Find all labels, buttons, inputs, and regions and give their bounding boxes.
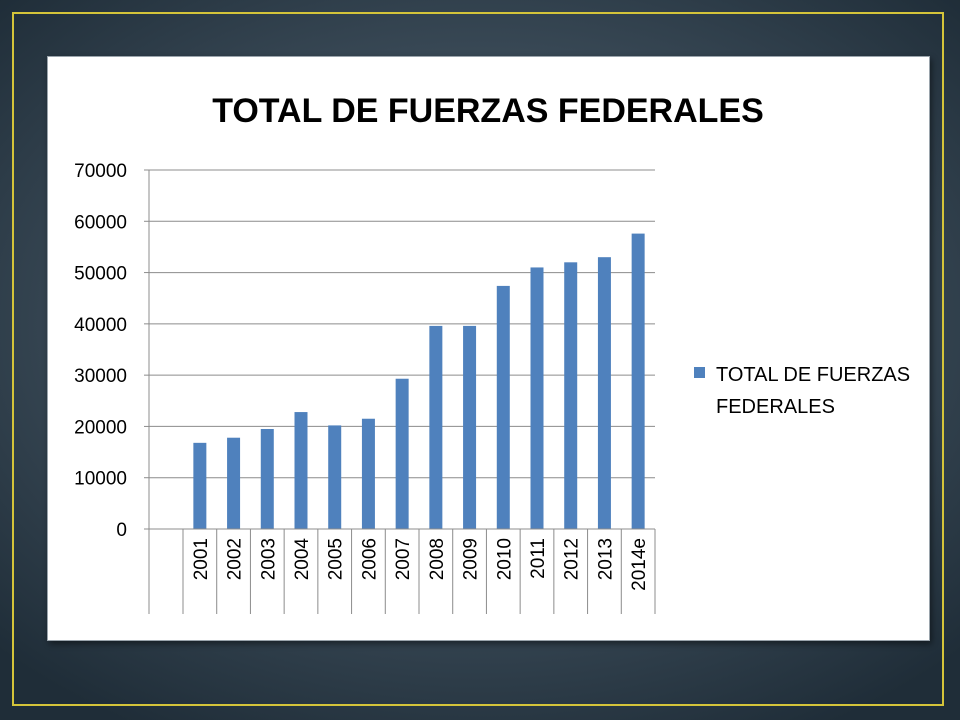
slide-border (12, 12, 944, 706)
x-tick-label: 2010 (494, 538, 515, 580)
bar-2011 (530, 267, 544, 529)
y-tick-label: 0 (116, 520, 127, 541)
bar-2003 (260, 428, 274, 529)
bar-2009 (463, 325, 477, 529)
bar-2002 (227, 437, 241, 529)
y-tick-label: 40000 (74, 315, 127, 336)
x-tick-label: 2005 (326, 538, 347, 580)
bar-2006 (361, 418, 375, 529)
bar-2005 (328, 425, 342, 529)
bar-2001 (193, 442, 207, 529)
y-tick-label: 50000 (74, 264, 127, 285)
bar-2004 (294, 412, 308, 529)
x-tick-label: 2013 (595, 538, 616, 580)
legend-label: TOTAL DE FUERZAS FEDERALES (716, 364, 910, 418)
x-tick-label: 2009 (461, 538, 482, 580)
x-tick-label: 2001 (191, 538, 212, 580)
x-tick-label: 2014e (629, 538, 650, 591)
bar-2007 (395, 378, 409, 529)
x-tick-label: 2008 (427, 538, 448, 580)
x-tick-label: 2004 (292, 538, 313, 581)
chart-title: TOTAL DE FUERZAS FEDERALES (212, 92, 764, 130)
x-tick-label: 2002 (225, 538, 246, 580)
y-tick-label: 30000 (74, 366, 127, 387)
bar-2010 (496, 285, 510, 529)
bar-2014e (631, 233, 645, 529)
y-tick-label: 10000 (74, 469, 127, 490)
y-tick-label: 60000 (74, 212, 127, 233)
legend: TOTAL DE FUERZAS FEDERALES (694, 364, 910, 418)
chart-card (47, 56, 930, 641)
bar-2013 (597, 257, 611, 529)
x-tick-label: 2011 (528, 538, 549, 579)
y-tick-label: 20000 (74, 417, 127, 438)
x-tick-label: 2007 (393, 538, 414, 580)
y-tick-label: 70000 (74, 161, 127, 182)
x-tick-label: 2003 (258, 538, 279, 580)
bar-2008 (429, 325, 443, 529)
bar-2012 (564, 262, 578, 529)
legend-swatch (694, 367, 705, 378)
x-tick-label: 2012 (562, 538, 583, 580)
x-tick-label: 2006 (359, 538, 380, 580)
